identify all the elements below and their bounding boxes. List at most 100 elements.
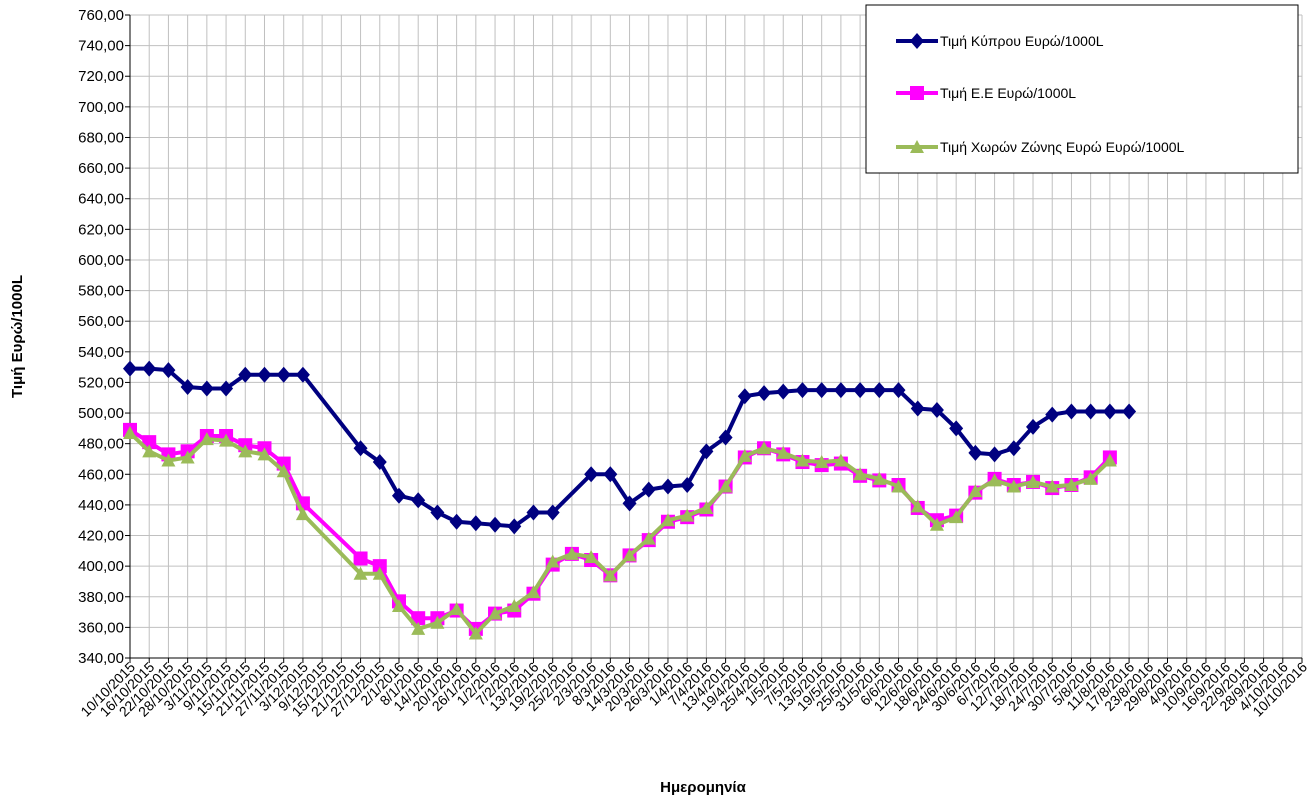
data-point [1083,471,1098,485]
y-axis-title: Τιμή Ευρώ/1000L [9,275,26,398]
y-tick-label: 760,00 [78,7,124,24]
data-point [737,448,752,462]
data-point [161,362,176,379]
data-point [276,464,291,478]
data-point [161,453,176,467]
y-tick-label: 340,00 [78,650,124,667]
data-point [1006,479,1021,493]
data-point [641,531,656,545]
data-point [391,598,406,612]
data-point [1064,403,1079,420]
data-point [987,473,1002,487]
data-point [1122,403,1137,420]
data-point [488,606,503,620]
legend-label: Τιμή Χωρών Ζώνης Ευρώ Ευρώ/1000L [940,139,1185,155]
data-point [238,444,253,458]
data-point [142,444,157,458]
y-tick-label: 720,00 [78,68,124,85]
data-point [372,454,387,471]
data-point [276,366,291,383]
data-point [853,382,868,399]
data-point [795,382,810,399]
data-point [872,382,887,399]
data-point [545,504,560,521]
data-point [699,443,714,460]
data-point [180,379,195,396]
data-point [449,602,464,616]
data-point [238,366,253,383]
data-point [219,433,234,447]
data-point [622,495,637,512]
y-tick-label: 700,00 [78,99,124,116]
data-point [891,382,906,399]
data-point [199,380,214,397]
data-point [968,444,983,461]
y-tick-label: 520,00 [78,374,124,391]
data-point [718,479,733,493]
data-point [641,481,656,498]
data-point [1102,403,1117,420]
data-point [853,467,868,481]
data-point [776,445,791,459]
data-point [737,388,752,405]
data-point [411,621,426,635]
data-point [430,615,445,629]
data-point [949,420,964,437]
data-point [660,478,675,495]
data-point [757,385,772,402]
data-point [718,429,733,446]
data-point [929,517,944,531]
data-point [142,360,157,377]
data-point [699,500,714,514]
data-point [1064,478,1079,492]
y-tick-label: 500,00 [78,405,124,422]
data-point [1026,418,1041,435]
y-tick-label: 620,00 [78,221,124,238]
legend-item-3: Τιμή Χωρών Ζώνης Ευρώ Ευρώ/1000L [896,139,1185,155]
data-point [468,515,483,532]
data-point [660,513,675,527]
y-tick-label: 580,00 [78,283,124,300]
data-point [1026,474,1041,488]
series-2 [123,422,1117,636]
y-tick-label: 420,00 [78,528,124,545]
y-tick-label: 600,00 [78,252,124,269]
y-tick-label: 660,00 [78,160,124,177]
y-tick-label: 640,00 [78,191,124,208]
data-point [372,559,387,574]
data-point [372,566,387,580]
legend: Τιμή Κύπρου Ευρώ/1000L Τιμή Ε.Ε Ευρώ/1000… [865,4,1299,174]
data-point [891,479,906,493]
data-point [910,499,925,513]
data-point [295,366,310,383]
data-point [353,566,368,580]
data-point [814,455,829,469]
data-point [507,518,522,535]
data-point [219,380,234,397]
data-point [987,446,1002,463]
data-point [680,477,695,494]
data-point [833,382,848,399]
data-point [526,504,541,521]
data-point [411,492,426,509]
data-point [257,366,272,383]
x-axis-title: Ημερομηνία [660,779,746,796]
data-point [449,513,464,530]
series-line [128,431,1112,636]
data-point [564,546,579,560]
y-tick-label: 480,00 [78,436,124,453]
data-point [622,548,637,562]
data-point [199,432,214,446]
data-point [795,453,810,467]
data-point [1102,453,1117,467]
x-axis-ticks: 10/10/201516/10/201522/10/201528/10/2015… [77,658,1310,720]
legend-label: Τιμή Κύπρου Ευρώ/1000L [940,33,1104,49]
series-3 [123,425,1117,640]
data-series [123,360,1137,640]
data-point [353,551,368,566]
data-point [968,484,983,498]
legend-marker [910,140,924,153]
data-point [123,360,137,377]
y-tick-label: 460,00 [78,466,124,483]
legend-item-2: Τιμή Ε.Ε Ευρώ/1000L [896,85,1076,101]
